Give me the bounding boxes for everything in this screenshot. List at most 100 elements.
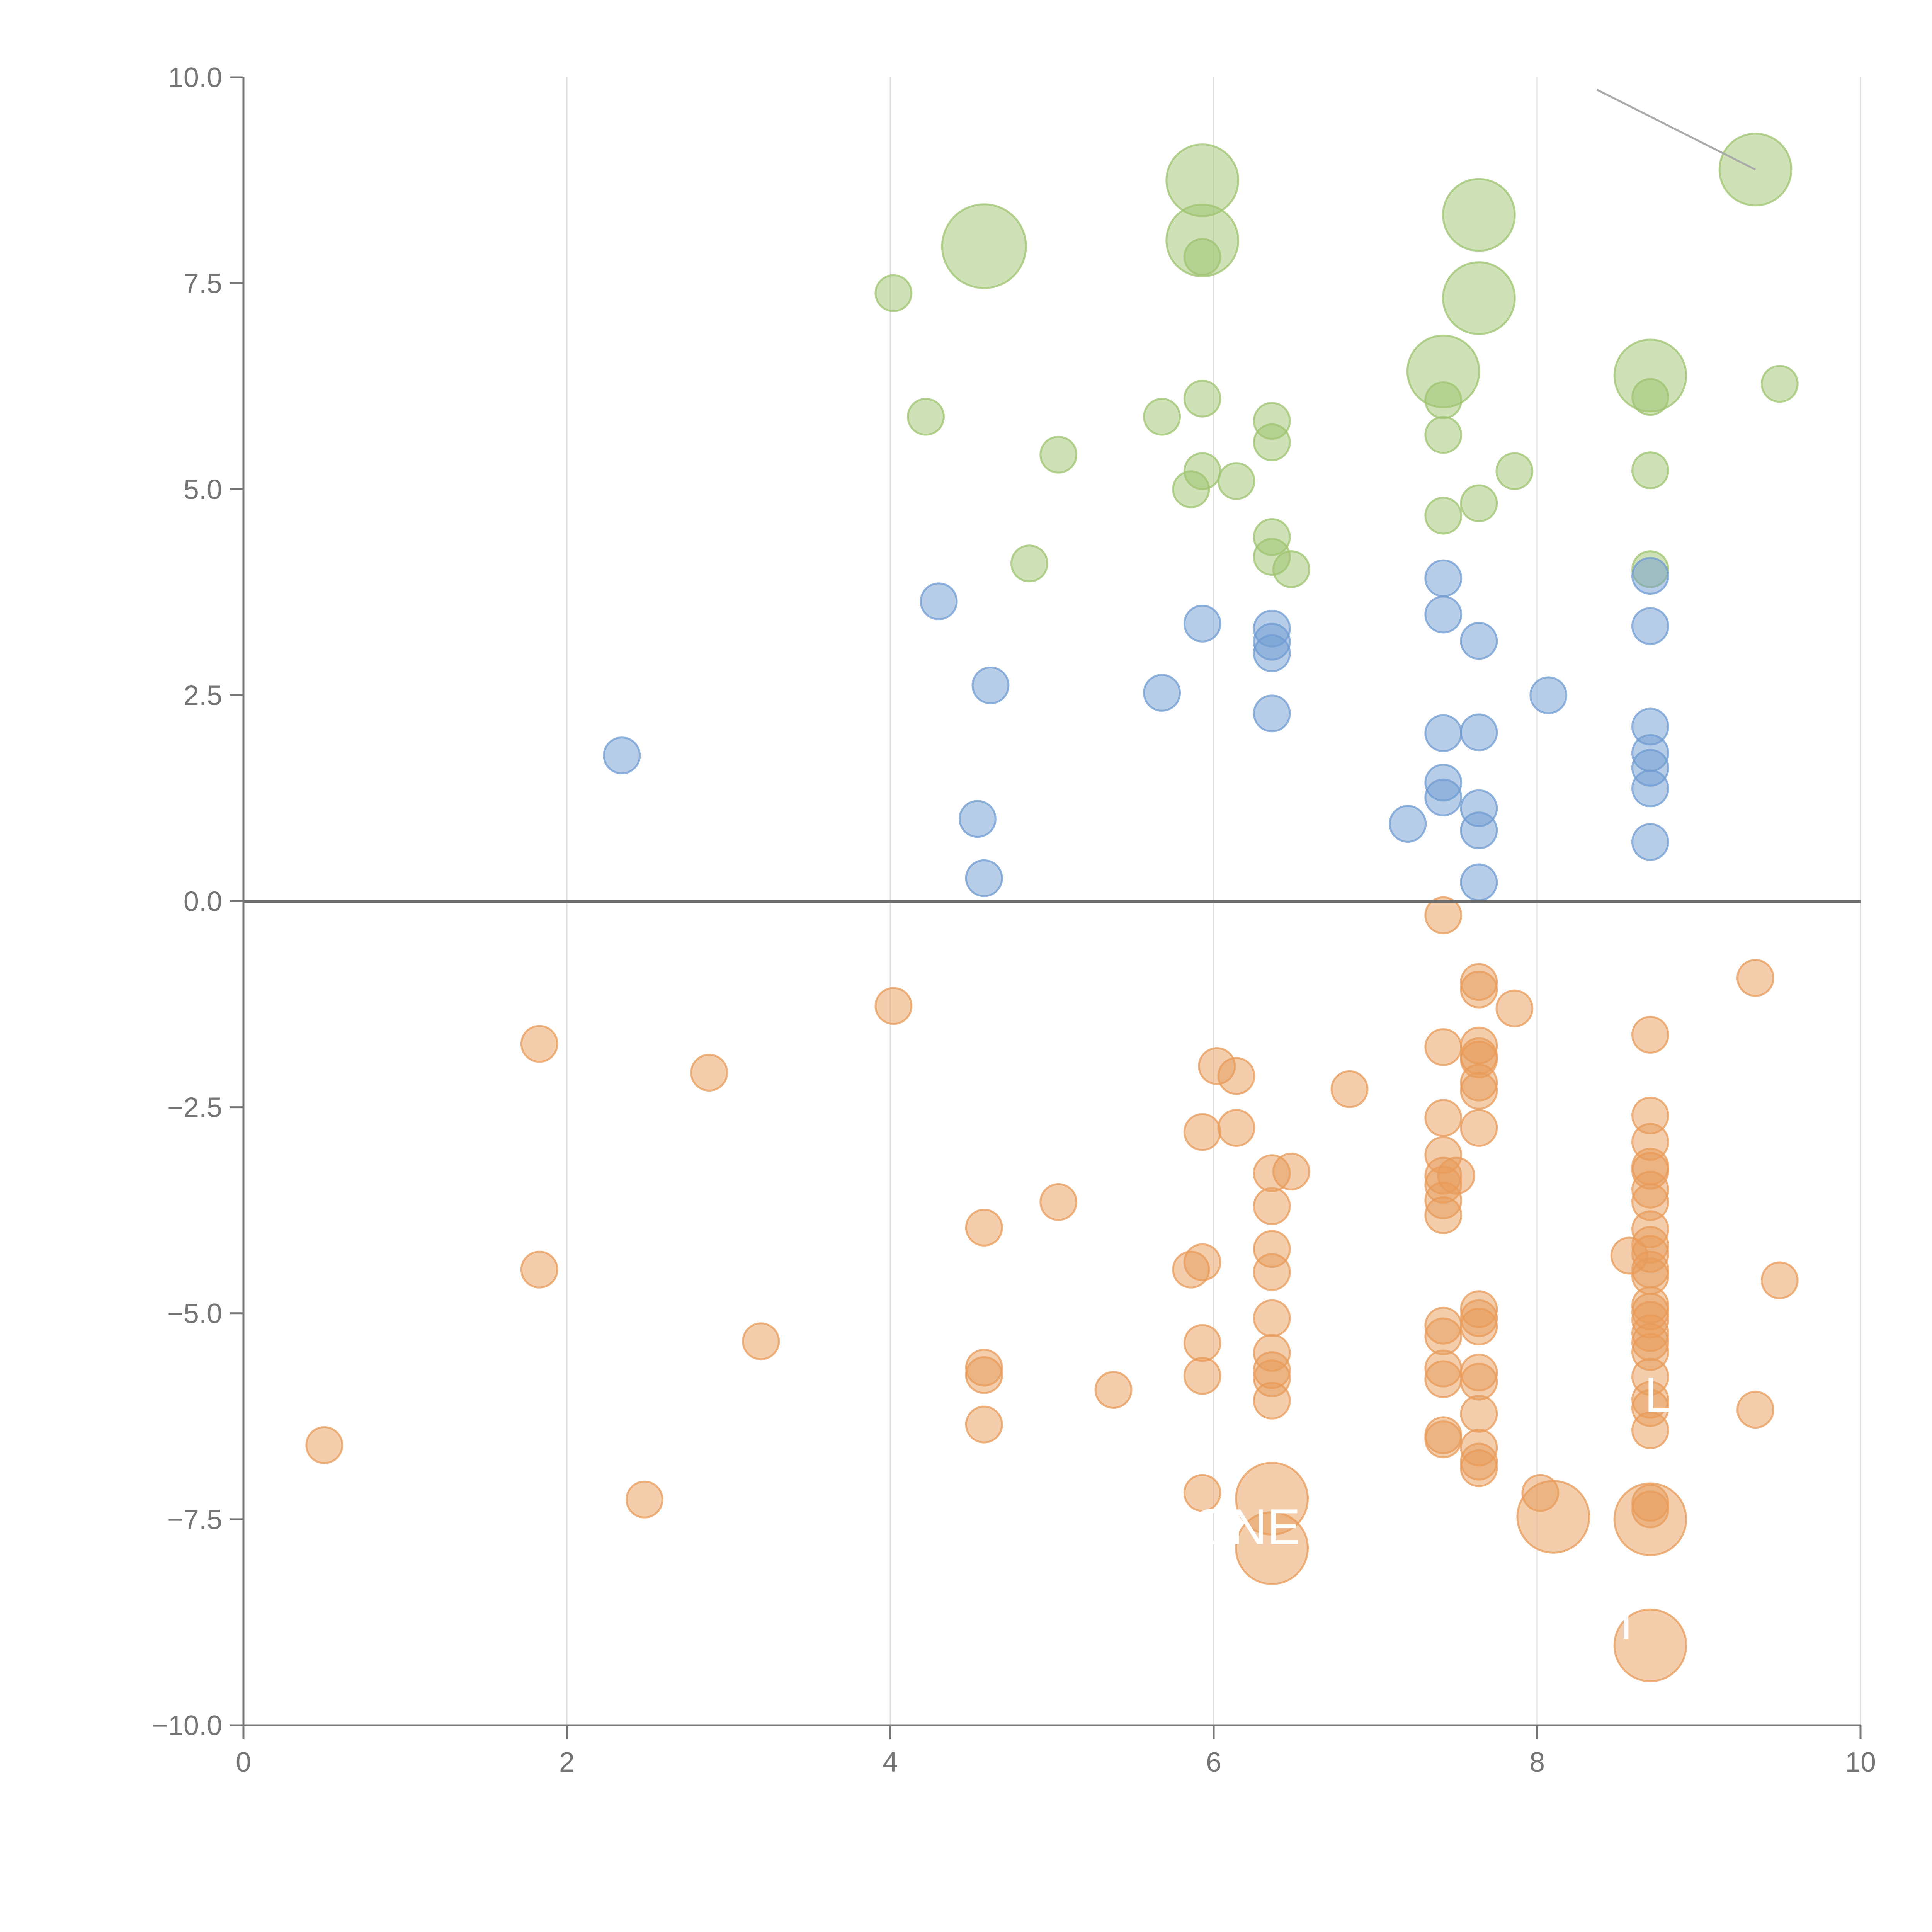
green-point [1424, 416, 1463, 454]
blue-point [1631, 823, 1669, 861]
orange-point [1253, 1253, 1291, 1291]
orange-point [1760, 1261, 1799, 1299]
leader-line [1596, 88, 1756, 171]
blue-point [1460, 863, 1498, 901]
blue-point [1424, 714, 1463, 752]
green-point [1631, 451, 1669, 490]
orange-point [1183, 1113, 1221, 1151]
green-point [1143, 398, 1181, 436]
green-point [1760, 365, 1799, 403]
orange-point [874, 987, 913, 1025]
blue-point [1424, 595, 1463, 634]
y-tick-label: −2.5 [167, 1092, 222, 1123]
blue-point [959, 800, 997, 838]
orange-point [1460, 1072, 1498, 1110]
x-tick-label: 0 [236, 1747, 251, 1778]
orange-point [965, 1209, 1003, 1247]
data-points [305, 133, 1799, 1682]
blue-point [1631, 557, 1669, 595]
blue-point [1460, 713, 1498, 752]
orange-point [1631, 1016, 1669, 1054]
orange-point [965, 1405, 1003, 1444]
annotations: ONE L I [1192, 88, 1756, 1650]
y-tick-label: 10.0 [168, 62, 222, 93]
orange-point [1495, 989, 1534, 1027]
orange-point [1253, 1299, 1291, 1337]
blue-point [1631, 607, 1669, 645]
orange-point [1424, 1420, 1463, 1458]
orange-point [1183, 1243, 1221, 1281]
orange-point [1330, 1070, 1369, 1108]
blue-point [1529, 676, 1568, 714]
green-point [1442, 178, 1516, 252]
orange-point [625, 1480, 663, 1519]
orange-point [1613, 1482, 1687, 1556]
x-tick-label: 4 [883, 1747, 898, 1778]
green-point [1424, 381, 1463, 419]
blue-point [1460, 622, 1498, 660]
blue-point [1389, 805, 1427, 843]
green-point [1460, 484, 1498, 522]
blue-point [965, 859, 1003, 897]
green-point [1183, 238, 1221, 276]
green-point [1039, 435, 1078, 474]
green-point [907, 398, 945, 436]
orange-point [1424, 1099, 1463, 1137]
x-tick-label: 6 [1206, 1747, 1221, 1778]
blue-point [1424, 559, 1463, 597]
orange-point [1424, 1028, 1463, 1066]
orange-point [742, 1322, 780, 1361]
green-point [1183, 452, 1221, 490]
orange-point [1460, 1449, 1498, 1487]
blue-point [920, 582, 958, 621]
orange-point [1272, 1153, 1310, 1190]
green-point [1442, 261, 1516, 335]
orange-point [965, 1356, 1003, 1394]
orange-point [1424, 1317, 1463, 1355]
orange-point [520, 1025, 558, 1063]
x-tick-label: 8 [1529, 1747, 1545, 1778]
green-point [1253, 423, 1291, 461]
data-label: ONE [1192, 1498, 1301, 1555]
green-point [1424, 497, 1463, 535]
orange-point [305, 1426, 344, 1464]
green-point [1272, 550, 1310, 588]
orange-point [1460, 970, 1498, 1009]
y-tick-label: −10.0 [152, 1710, 222, 1741]
blue-point [971, 666, 1010, 704]
orange-point [690, 1054, 728, 1092]
orange-point [1253, 1187, 1291, 1225]
x-tick-label: 10 [1845, 1747, 1876, 1778]
green-point [1010, 544, 1048, 583]
y-tick-label: 5.0 [184, 474, 222, 505]
green-point [874, 274, 913, 312]
orange-point [1460, 1109, 1498, 1147]
green-point [941, 203, 1027, 289]
blue-point [1631, 769, 1669, 808]
blue-point [1143, 674, 1181, 712]
orange-point [1217, 1057, 1255, 1095]
blue-point [1253, 694, 1291, 733]
orange-point [1039, 1183, 1078, 1221]
orange-point [1183, 1324, 1221, 1362]
orange-point [1437, 1156, 1475, 1195]
orange-point [1253, 1381, 1291, 1420]
orange-point [1424, 1360, 1463, 1398]
y-tick-label: 7.5 [184, 268, 222, 299]
x-tick-label: 2 [559, 1747, 575, 1778]
data-label: L [1645, 1367, 1672, 1423]
orange-point [1217, 1109, 1255, 1147]
orange-point [1736, 959, 1774, 997]
orange-point [1183, 1474, 1221, 1512]
blue-point [603, 736, 641, 775]
orange-point [1631, 1411, 1669, 1449]
orange-point [1460, 1362, 1498, 1401]
orange-point [520, 1250, 558, 1289]
y-tick-label: 0.0 [184, 886, 222, 917]
orange-point [1183, 1357, 1221, 1395]
orange-point [1424, 1196, 1463, 1234]
orange-point [1516, 1480, 1590, 1554]
orange-point [1613, 1608, 1687, 1682]
y-tick-label: 2.5 [184, 680, 222, 711]
